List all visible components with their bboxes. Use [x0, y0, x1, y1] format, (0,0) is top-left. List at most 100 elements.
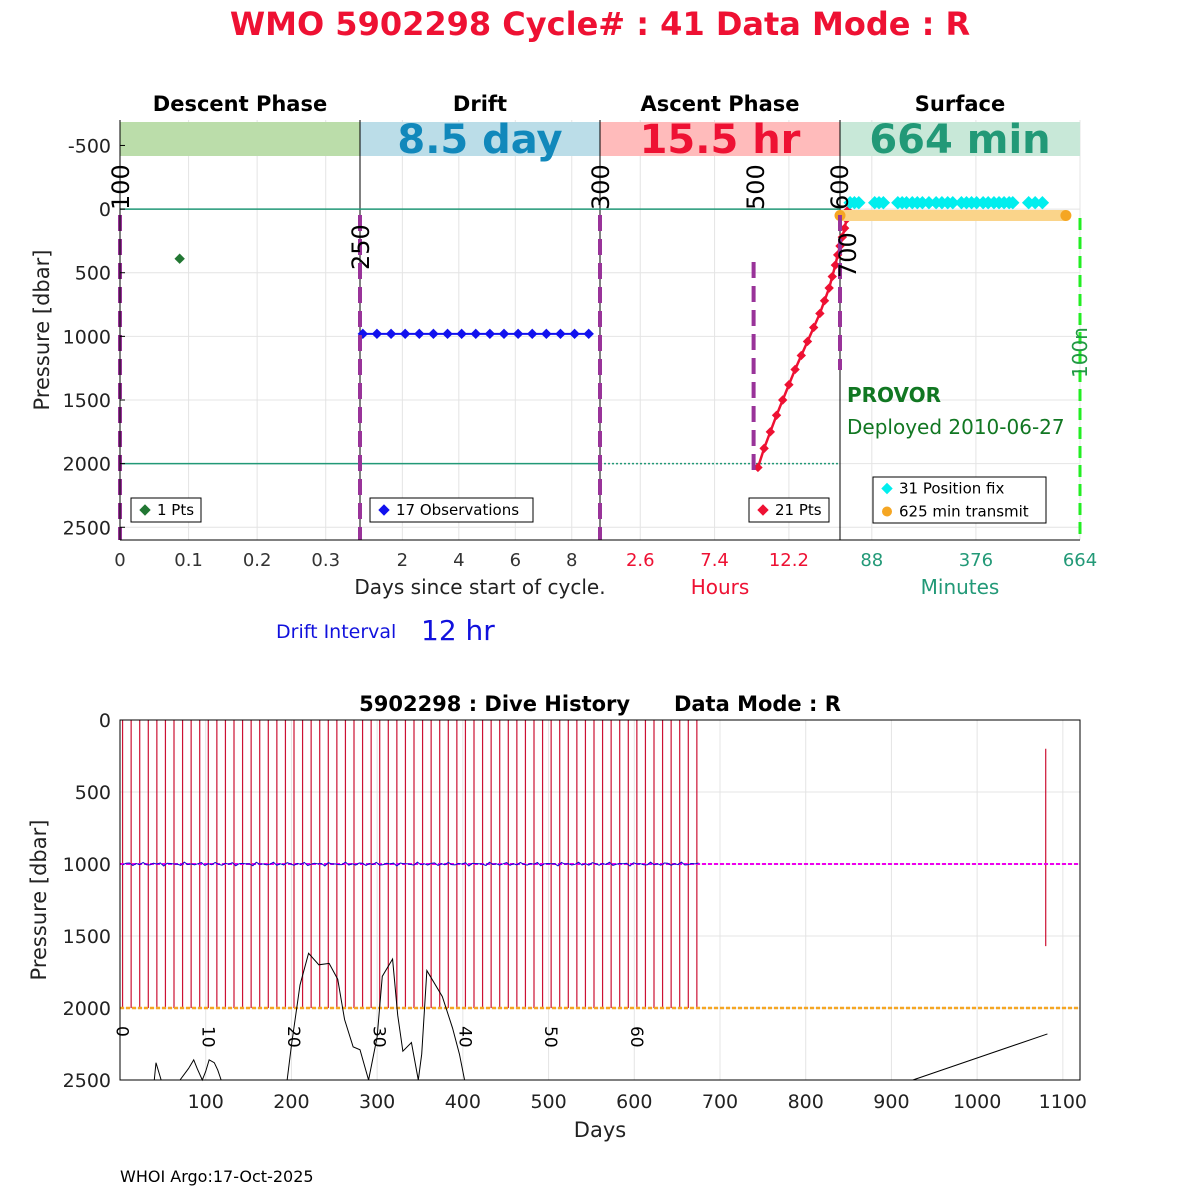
legend-marker	[881, 482, 893, 495]
x-tick-label: 88	[860, 550, 883, 571]
drift-interval-value: 12 hr	[421, 614, 495, 647]
cycle-number-label: 30	[369, 1026, 389, 1048]
y-tick-label: 2000	[63, 454, 111, 476]
phase-duration: 8.5 day	[397, 117, 562, 163]
phase-band	[600, 122, 840, 156]
footer-credit: WHOI Argo:17-Oct-2025	[120, 1167, 314, 1186]
y-axis-label: Pressure [dbar]	[30, 250, 54, 411]
x-tick-label: 664	[1063, 550, 1097, 571]
cycle-number-label: 10	[197, 1026, 217, 1048]
position-fix-point	[1006, 196, 1020, 210]
x-tick-label: 400	[445, 1091, 481, 1113]
bathymetry-trace	[153, 952, 466, 1082]
drift-point	[527, 328, 538, 340]
ascent-point	[802, 336, 813, 347]
y-tick-label: 500	[75, 263, 111, 285]
dive-history-chart: 0 10 20 30 40 50 60 100 200 300 400 500 600 700 800 900…	[27, 692, 1087, 1142]
legend-marker	[757, 504, 769, 516]
drift-point	[371, 328, 383, 340]
legend-marker	[882, 506, 892, 517]
drift-point	[428, 328, 439, 340]
ascent-point	[824, 283, 834, 293]
position-fix-point	[876, 196, 891, 210]
drift-point	[541, 328, 552, 340]
ascent-point	[759, 443, 769, 454]
drift-point	[470, 328, 481, 340]
descent-point	[174, 253, 185, 264]
x-tick-label: 800	[788, 1091, 824, 1113]
x-tick-label: 700	[702, 1091, 738, 1113]
x-tick-label: 300	[359, 1091, 395, 1113]
ascent-point	[827, 271, 837, 282]
ascent-point	[790, 364, 800, 375]
legend-label: 625 min transmit	[899, 503, 1029, 521]
marker-label: 100	[107, 164, 135, 210]
x-tick-label: 0.2	[243, 550, 272, 571]
x-tick-label: 2	[397, 550, 408, 571]
y-tick-label: 1000	[63, 326, 111, 348]
x-tick-label: 7.4	[700, 550, 729, 571]
y-tick-label: -500	[68, 135, 111, 157]
drift-point	[498, 328, 510, 340]
drift-point	[569, 328, 580, 340]
phase-title: Descent Phase	[153, 92, 327, 116]
y-axis-label: Pressure [dbar]	[27, 820, 51, 981]
x-tick-label: 200	[273, 1091, 309, 1113]
drift-point	[442, 328, 453, 340]
ascent-point	[771, 410, 782, 420]
x-tick-label: 2.6	[626, 550, 655, 571]
cycle-number-label: 60	[626, 1026, 646, 1048]
y-tick-label: 2500	[63, 1070, 111, 1092]
marker-label: 100n	[1068, 327, 1092, 378]
x-axis-label: Hours	[691, 575, 750, 599]
float-model: PROVOR	[847, 383, 941, 407]
x-tick-label: 1000	[953, 1091, 1001, 1113]
legend-label: 21 Pts	[775, 501, 822, 519]
ascent-point	[819, 296, 830, 306]
phase-title: Surface	[915, 92, 1005, 116]
ascent-point	[815, 308, 825, 319]
legend-box	[872, 476, 1047, 524]
legend-label: 31 Position fix	[899, 480, 1004, 498]
y-tick-label: 500	[75, 782, 111, 804]
drift-point	[385, 328, 397, 340]
drift-point	[583, 328, 594, 340]
legend-marker	[139, 504, 151, 516]
drift-observations	[122, 861, 699, 867]
cycle-number-label: 50	[540, 1026, 560, 1048]
y-tick-label: 1500	[63, 390, 111, 412]
drift-point	[414, 328, 425, 340]
legend-label: 1 Pts	[157, 501, 194, 519]
x-tick-label: 0	[114, 550, 125, 571]
y-tick-label: 1000	[63, 854, 111, 876]
y-tick-label: 2000	[63, 998, 111, 1020]
x-tick-label: 100	[188, 1091, 224, 1113]
bathymetry-trace	[912, 1033, 1048, 1081]
x-axis-label: Minutes	[921, 575, 1000, 599]
phase-duration: 15.5 hr	[640, 117, 801, 163]
x-tick-label: 600	[616, 1091, 652, 1113]
cycle-number-label: 20	[283, 1026, 303, 1048]
y-tick-label: 2500	[63, 517, 111, 539]
x-axis-label: Days	[574, 1118, 626, 1142]
marker-label: 250	[347, 224, 375, 270]
ascent-point	[808, 322, 819, 333]
phase-band	[360, 122, 600, 156]
drift-point	[456, 328, 467, 340]
phase-title: Ascent Phase	[641, 92, 800, 116]
cycle-number-label: 0	[112, 1026, 132, 1037]
y-tick-label: 1500	[63, 926, 111, 948]
y-tick-label: 0	[99, 710, 111, 732]
x-tick-label: 4	[453, 550, 464, 571]
x-tick-label: 376	[959, 550, 993, 571]
main-title: WMO 5902298 Cycle# : 41 Data Mode : R	[230, 5, 970, 43]
marker-label: 500	[742, 164, 770, 210]
dive-history-title: 5902298 : Dive History Data Mode : R	[359, 692, 841, 716]
drift-point	[512, 328, 524, 340]
marker-label: 300	[587, 164, 615, 210]
phase-duration: 664 min	[869, 117, 1050, 163]
x-tick-label: 8	[566, 550, 577, 571]
phase-title: Drift	[453, 92, 507, 116]
x-tick-label: 900	[873, 1091, 909, 1113]
